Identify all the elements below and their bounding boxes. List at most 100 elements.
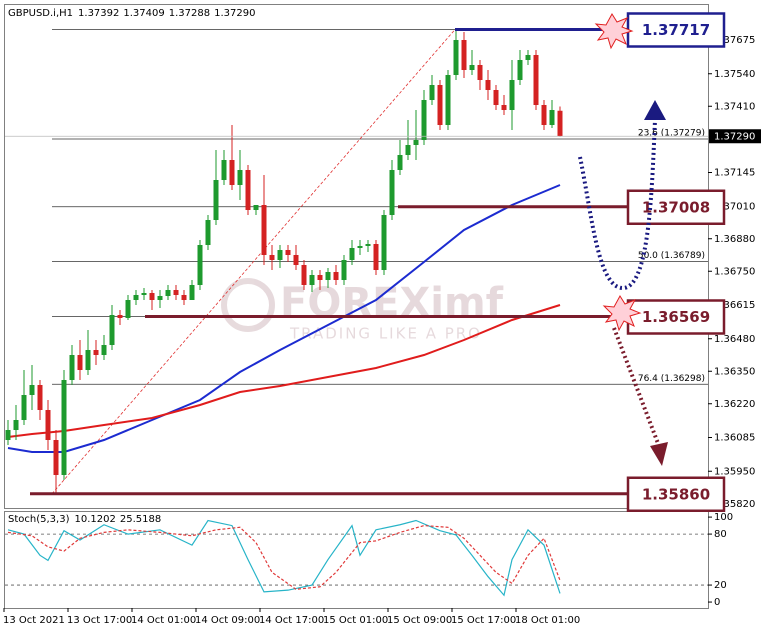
moving-average [7, 304, 561, 438]
y-tick-label: 1.36615 [714, 300, 755, 311]
candle-body [293, 255, 299, 265]
candle-body [557, 110, 563, 137]
y-tick-label: 1.37675 [714, 35, 755, 46]
candle-body [93, 350, 99, 355]
candle-body [533, 55, 539, 105]
candle-body [373, 244, 379, 270]
main-panel-frame [4, 4, 709, 509]
candle-body [333, 272, 339, 280]
candle-body [221, 160, 227, 180]
y-tick-label: 1.35820 [714, 499, 755, 510]
x-tick-label: 14 Oct 17:00 [259, 615, 324, 626]
stoch-title: Stoch(5,3,3) [8, 514, 70, 525]
candle-body [525, 55, 531, 60]
stoch-k-value: 10.1202 [74, 514, 115, 525]
header-high: 1.37409 [123, 8, 164, 19]
stoch-header: Stoch(5,3,3) 10.1202 25.5188 [8, 514, 161, 525]
candle-body [405, 145, 411, 155]
candle-body [477, 65, 483, 80]
header-open: 1.37392 [78, 8, 119, 19]
candle-body [269, 255, 275, 260]
y-tick-label: 0 [714, 597, 720, 608]
fib-label: 23.6 (1.37279) [638, 129, 705, 139]
watermark: FOREXimf TRADING LIKE A PRO [221, 278, 504, 343]
candle-body [141, 293, 147, 295]
burst-icon [594, 13, 634, 50]
level-label: 1.37008 [642, 198, 710, 216]
candle-body [349, 248, 355, 260]
candle-body [277, 250, 283, 260]
y-tick-label: 1.36880 [714, 234, 755, 245]
candle-body [285, 250, 291, 255]
candle-body [53, 440, 59, 475]
chart-header: GBPUSD.i,H1 1.37392 1.37409 1.37288 1.37290 [8, 8, 255, 19]
level-label: 1.35860 [642, 485, 710, 503]
y-tick-label: 1.37540 [714, 69, 755, 80]
candle-body [5, 430, 11, 440]
plot-layer: 1.37675 1.37540 1.37410 1.37145 1.37010 1.368… [3, 12, 761, 626]
candle-body [189, 285, 195, 300]
y-tick-label: 1.36350 [714, 366, 755, 377]
y-tick-label: 1.36750 [714, 266, 755, 277]
y-tick-label: 1.37410 [714, 101, 755, 112]
candle-body [253, 205, 259, 210]
candle-body [125, 300, 131, 318]
x-tick-label: 18 Oct 01:00 [515, 615, 580, 626]
y-tick-label: 1.37010 [714, 201, 755, 212]
candle-body [165, 290, 171, 296]
y-tick-label: 20 [714, 580, 727, 591]
candle-body [181, 295, 187, 300]
candle-body [261, 205, 267, 255]
candle-body [245, 170, 251, 210]
candle-body [413, 140, 419, 145]
level-box [626, 12, 726, 48]
candle-body [45, 410, 51, 440]
candle-body [205, 220, 211, 245]
candle-body [229, 160, 235, 185]
candle-body [461, 40, 467, 70]
candle-body [325, 272, 331, 280]
current-price-box [709, 129, 761, 144]
candle-body [61, 380, 67, 475]
x-tick-label: 15 Oct 17:00 [451, 615, 516, 626]
candle-body [485, 80, 491, 90]
candle-body [85, 350, 91, 370]
candle-body [301, 265, 307, 285]
candle-body [173, 290, 179, 295]
candle-body [389, 170, 395, 215]
candle-body [501, 105, 507, 110]
burst-icon [602, 295, 642, 332]
candle-body [237, 170, 243, 185]
current-price-label: 1.37290 [714, 131, 755, 142]
y-tick-label: 1.37145 [714, 168, 755, 179]
fib-label: 50.0 (1.36789) [638, 251, 705, 261]
candle-body [357, 246, 363, 248]
x-tick-label: 14 Oct 01:00 [131, 615, 196, 626]
forecast-arrow-down [612, 327, 661, 447]
y-tick-label: 1.36085 [714, 433, 755, 444]
x-tick-label: 15 Oct 01:00 [323, 615, 388, 626]
candle-body [381, 215, 387, 270]
y-tick-label: 1.36220 [714, 399, 755, 410]
level-box [626, 476, 726, 512]
candle-body [197, 245, 203, 285]
candle-body [101, 345, 107, 355]
candle-body [429, 85, 435, 100]
x-tick-label: 14 Oct 09:00 [195, 615, 260, 626]
candle-body [117, 315, 123, 318]
candle-body [397, 155, 403, 170]
level-label: 1.37717 [642, 21, 710, 39]
candle-body [37, 385, 43, 410]
fib-label: 76.4 (1.36298) [638, 374, 705, 384]
symbol: GBPUSD.i,H1 [8, 8, 73, 19]
watermark-logo [221, 278, 275, 332]
header-close: 1.37290 [214, 8, 255, 19]
candle-body [109, 315, 115, 345]
candle-body [309, 275, 315, 285]
x-tick-label: 15 Oct 09:00 [387, 615, 452, 626]
arrow-head [650, 442, 668, 466]
level-box [626, 189, 726, 225]
candle-body [149, 293, 155, 300]
candle-body [21, 395, 27, 420]
